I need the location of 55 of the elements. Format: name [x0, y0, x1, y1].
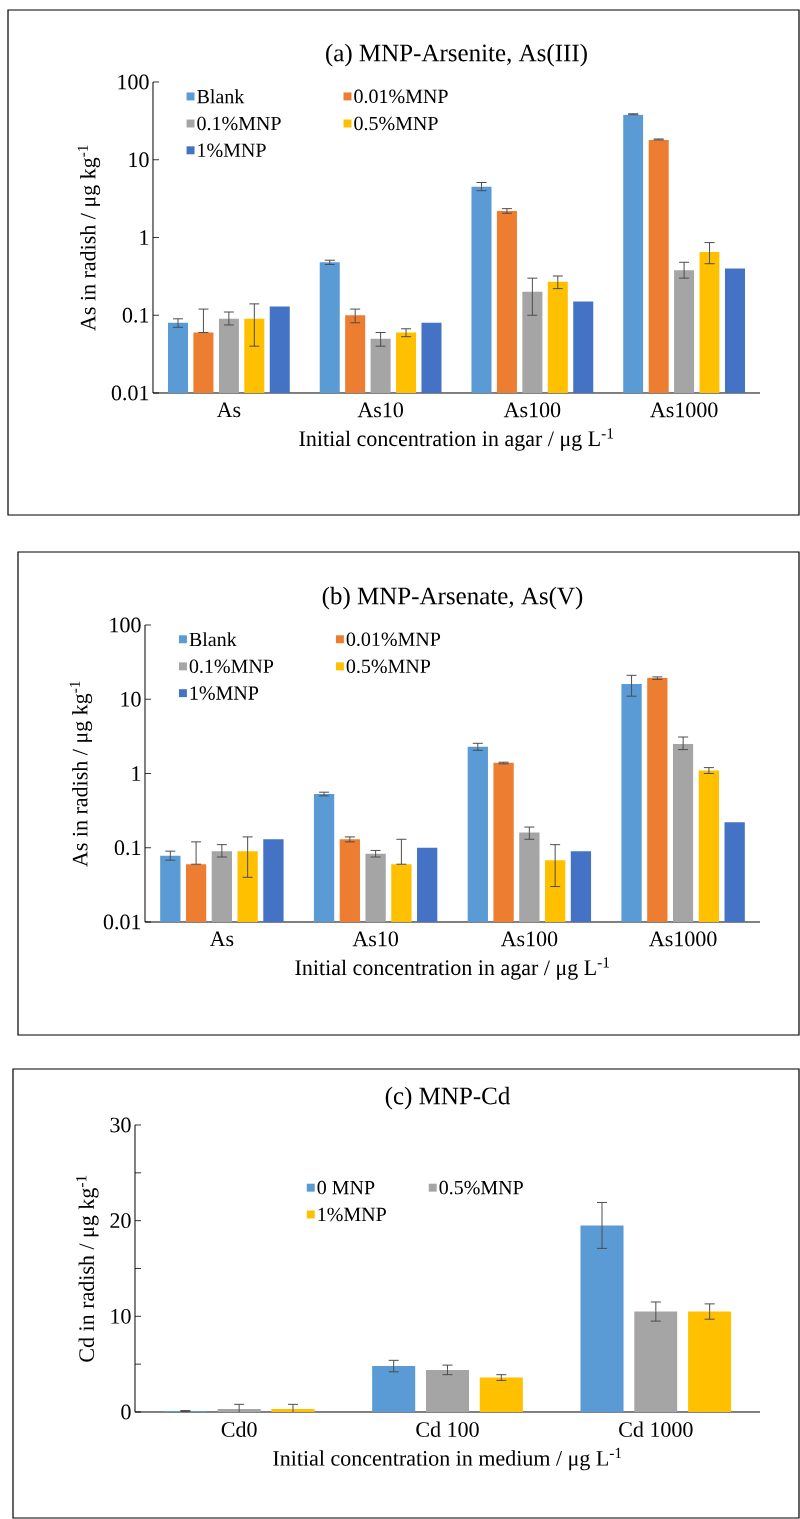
x-tick-label: As	[209, 931, 234, 947]
bar	[425, 1369, 470, 1412]
legend-label: 1%MNP	[190, 686, 259, 700]
legend-label: 0.5%MNP	[354, 116, 438, 131]
y-tick-label: 10	[111, 1308, 131, 1324]
legend-label: 0.5%MNP	[346, 659, 431, 674]
y-tick-label: 30	[110, 1117, 131, 1133]
y-tick-label: 0.1	[114, 840, 141, 856]
y-tick-label: 100	[110, 617, 141, 633]
bar	[479, 1377, 523, 1412]
x-tick-label: As1000	[650, 402, 718, 418]
legend-label: 0.1%MNP	[189, 659, 274, 674]
legend-label: Blank	[189, 632, 237, 647]
bar	[580, 1225, 624, 1412]
bar	[271, 1409, 315, 1412]
x-axis-title: Initial concentration in agar / μg L$^{-1}$	[299, 428, 614, 451]
bar	[634, 1311, 678, 1412]
y-tick-label: 1	[140, 230, 149, 245]
legend-label: 0.01%MNP	[354, 89, 448, 104]
legend-label: 1%MNP	[198, 143, 266, 158]
y-tick-label: 0.01	[111, 385, 149, 401]
x-axis-title: Initial concentration in agar / μg L$^{-1}$	[295, 957, 610, 980]
y-axis-title: As in radish / μg kg$^{-1}$	[77, 145, 101, 331]
x-tick-label: Cd 100	[416, 1421, 479, 1438]
y-tick-label: 0.01	[103, 914, 141, 930]
legend-label: 0.1%MNP	[197, 116, 281, 131]
legend-label: 0.5%MNP	[439, 1180, 523, 1195]
y-tick-label: 1	[132, 766, 141, 781]
legend-label: 0.01%MNP	[346, 632, 441, 647]
bar	[217, 1409, 261, 1412]
x-tick-label: Cd0	[221, 1421, 257, 1438]
x-tick-label: As100	[503, 402, 561, 418]
y-tick-label: 10	[121, 691, 141, 707]
chart-title: (c) MNP-Cd	[385, 1086, 511, 1110]
legend-label: Blank	[197, 89, 245, 104]
y-tick-label: 0	[121, 1404, 131, 1420]
x-tick-label: As10	[352, 931, 398, 947]
x-tick-label: As10	[357, 402, 403, 418]
bar	[372, 1366, 416, 1412]
y-tick-label: 10	[129, 152, 149, 168]
x-tick-label: Cd 1000	[619, 1421, 693, 1438]
x-tick-label: As	[216, 402, 241, 418]
x-tick-label: As1000	[649, 931, 717, 947]
chart-title: (a) MNP-Arsenite, As(III)	[326, 43, 587, 67]
y-tick-label: 20	[110, 1213, 131, 1229]
x-axis-title: Initial concentration in medium / μg L$^{-1}$	[273, 1447, 622, 1471]
legend-label: 1%MNP	[318, 1207, 386, 1222]
x-tick-label: As100	[500, 931, 558, 947]
y-tick-label: 100	[118, 74, 149, 90]
bar	[688, 1311, 732, 1412]
y-tick-label: 0.1	[122, 307, 149, 323]
legend-label: 0 MNP	[317, 1180, 375, 1195]
y-axis-title: As in radish / μg kg$^{-1}$	[69, 681, 93, 867]
chart-title: (b) MNP-Arsenate, As(V)	[322, 586, 583, 610]
y-axis-title: Cd in radish / μg kg$^{-1}$	[76, 1175, 99, 1362]
